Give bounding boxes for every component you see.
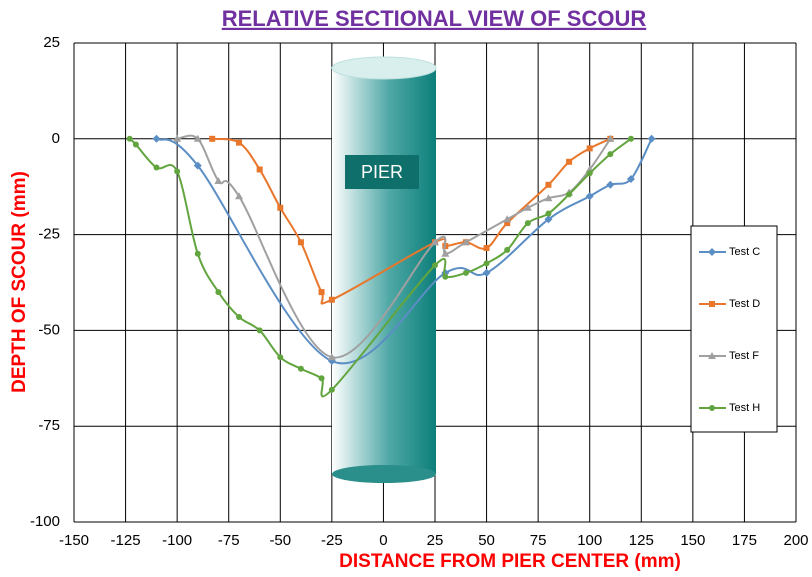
marker bbox=[566, 159, 572, 165]
legend-label: Test D bbox=[729, 298, 760, 310]
marker bbox=[133, 142, 139, 148]
x-tick-label: -25 bbox=[321, 532, 343, 549]
y-tick-label: 25 bbox=[43, 34, 60, 51]
x-tick-label: 200 bbox=[783, 532, 808, 549]
marker bbox=[432, 262, 438, 268]
legend-label: Test H bbox=[729, 402, 760, 414]
marker bbox=[484, 260, 490, 266]
marker bbox=[586, 192, 594, 200]
x-tick-label: 75 bbox=[530, 532, 547, 549]
x-tick-label: -125 bbox=[111, 532, 141, 549]
pier-top bbox=[332, 57, 436, 79]
marker bbox=[606, 181, 614, 189]
marker bbox=[484, 245, 490, 251]
x-tick-label: 25 bbox=[427, 532, 444, 549]
marker bbox=[277, 205, 283, 211]
pier-bottom bbox=[332, 465, 436, 483]
x-tick-label: -75 bbox=[218, 532, 240, 549]
marker bbox=[127, 136, 133, 142]
marker bbox=[215, 289, 221, 295]
y-tick-label: -25 bbox=[38, 226, 60, 243]
x-tick-label: 0 bbox=[379, 532, 387, 549]
x-tick-label: 100 bbox=[577, 532, 602, 549]
y-axis-label: DEPTH OF SCOUR (mm) bbox=[9, 171, 30, 393]
y-tick-label: -75 bbox=[38, 417, 60, 434]
marker bbox=[587, 170, 593, 176]
y-tick-label: 0 bbox=[52, 130, 60, 147]
marker bbox=[545, 211, 551, 217]
marker bbox=[566, 191, 572, 197]
marker bbox=[628, 136, 634, 142]
marker bbox=[319, 289, 325, 295]
marker bbox=[195, 251, 201, 257]
chart: PIER RELATIVE SECTIONAL VIEW OF SCOUR DI… bbox=[0, 0, 812, 577]
marker bbox=[607, 151, 613, 157]
marker bbox=[442, 274, 448, 280]
legend-label: Test F bbox=[729, 350, 759, 362]
marker bbox=[174, 168, 180, 174]
x-tick-label: 150 bbox=[680, 532, 705, 549]
x-tick-label: 175 bbox=[732, 532, 757, 549]
x-tick-label: 50 bbox=[478, 532, 495, 549]
x-tick-label: -150 bbox=[59, 532, 89, 549]
legend-label: Test C bbox=[729, 246, 760, 258]
marker bbox=[648, 135, 656, 143]
marker bbox=[329, 387, 335, 393]
marker bbox=[298, 239, 304, 245]
marker bbox=[463, 270, 469, 276]
marker bbox=[329, 297, 335, 303]
y-tick-label: -50 bbox=[38, 321, 60, 338]
chart-title: RELATIVE SECTIONAL VIEW OF SCOUR bbox=[222, 6, 647, 31]
marker bbox=[587, 145, 593, 151]
marker bbox=[709, 405, 715, 411]
marker bbox=[236, 314, 242, 320]
marker bbox=[277, 354, 283, 360]
marker bbox=[545, 182, 551, 188]
marker bbox=[153, 135, 161, 143]
marker bbox=[257, 327, 263, 333]
marker bbox=[154, 165, 160, 171]
y-tick-label: -100 bbox=[30, 513, 60, 530]
x-tick-label: -100 bbox=[162, 532, 192, 549]
pier-label: PIER bbox=[361, 162, 403, 182]
marker bbox=[709, 301, 715, 307]
marker bbox=[236, 140, 242, 146]
x-tick-label: -50 bbox=[269, 532, 291, 549]
marker bbox=[209, 136, 215, 142]
x-tick-label: 125 bbox=[629, 532, 654, 549]
marker bbox=[319, 375, 325, 381]
marker bbox=[298, 366, 304, 372]
marker bbox=[525, 220, 531, 226]
marker bbox=[257, 166, 263, 172]
marker bbox=[504, 247, 510, 253]
x-axis-label: DISTANCE FROM PIER CENTER (mm) bbox=[339, 551, 681, 572]
